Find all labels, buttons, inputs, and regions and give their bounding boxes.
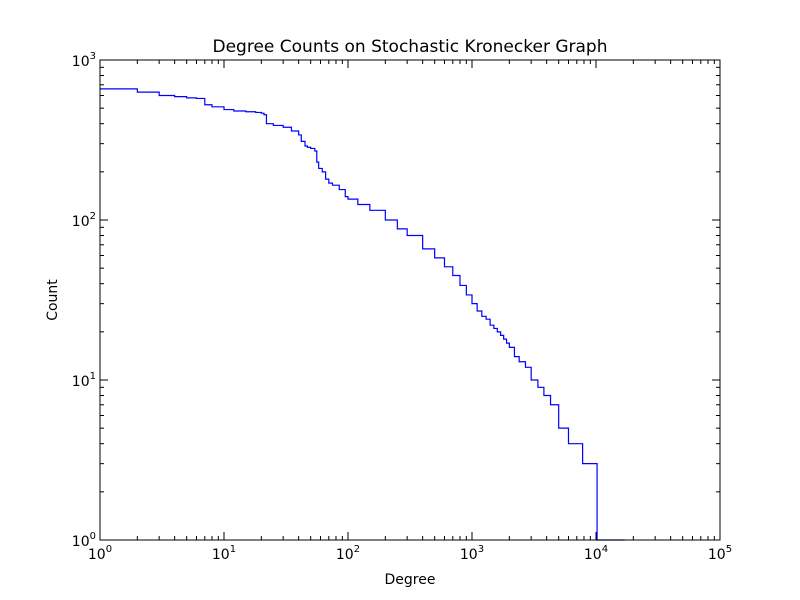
y-tick-label: 103 (72, 51, 96, 70)
plot-frame (99, 59, 721, 541)
x-tick-label: 105 (708, 544, 732, 563)
x-tick-label: 101 (212, 544, 236, 563)
chart-title: Degree Counts on Stochastic Kronecker Gr… (213, 37, 608, 57)
x-tick-label: 103 (460, 544, 484, 563)
x-tick-label: 102 (336, 544, 360, 563)
y-tick-label: 102 (72, 211, 96, 230)
x-tick-label: 104 (584, 544, 608, 563)
y-tick-label: 100 (72, 531, 96, 550)
tick-labels-layer: 100 101 102 103 104 105 100 101 102 103 (72, 51, 732, 563)
x-tick-label: 100 (88, 544, 112, 563)
x-axis-label: Degree (385, 572, 436, 588)
ticks-layer (99, 59, 721, 541)
y-axis-label: Count (45, 279, 61, 321)
series-line (100, 88, 625, 541)
y-tick-label: 101 (72, 371, 96, 390)
